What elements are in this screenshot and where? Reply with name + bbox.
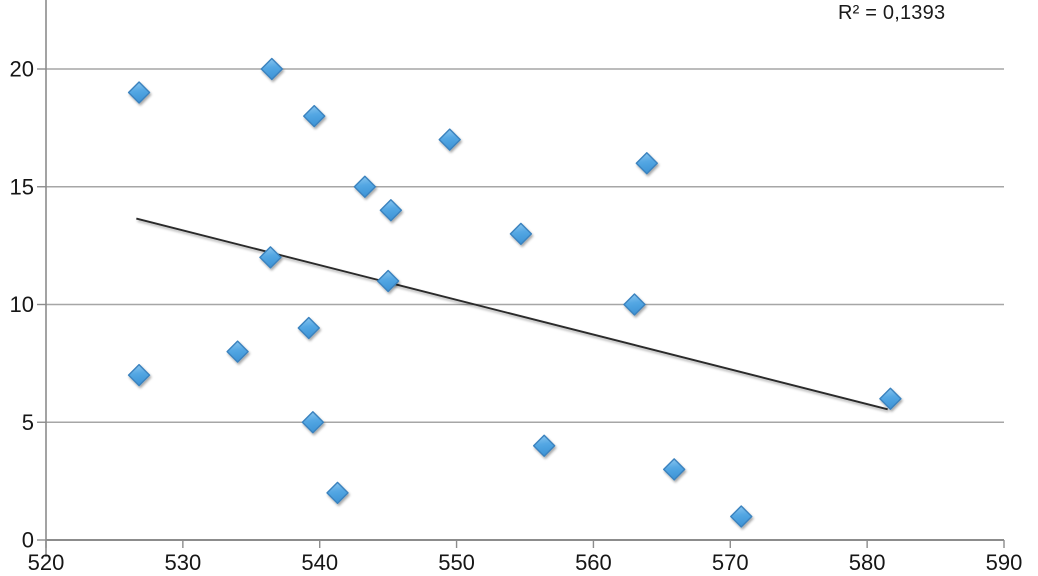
y-tick-label: 20 xyxy=(10,57,34,82)
x-tick-label: 520 xyxy=(28,550,65,575)
y-tick-label: 10 xyxy=(10,292,34,317)
data-point-marker xyxy=(260,57,284,81)
trendline xyxy=(136,217,888,411)
data-point-marker xyxy=(353,175,377,198)
x-tick-label: 530 xyxy=(164,550,201,575)
data-point-marker xyxy=(730,505,753,528)
data-point-marker xyxy=(532,434,556,457)
data-point-marker xyxy=(438,128,461,151)
data-point-marker xyxy=(662,458,686,481)
data-point-marker xyxy=(326,481,349,505)
data-point-marker xyxy=(303,104,326,128)
x-tick-label: 540 xyxy=(301,550,338,575)
x-tick-label: 590 xyxy=(986,550,1023,575)
data-point-marker xyxy=(259,246,282,269)
y-tick-label: 15 xyxy=(10,174,34,199)
data-point-marker xyxy=(879,387,902,410)
x-tick-label: 560 xyxy=(575,550,612,575)
data-point-marker xyxy=(127,81,151,104)
x-tick-label: 550 xyxy=(438,550,475,575)
data-point-marker xyxy=(623,293,646,316)
data-point-marker xyxy=(127,363,151,387)
data-point-marker xyxy=(509,222,533,246)
x-tick-label: 580 xyxy=(849,550,886,575)
data-point-marker xyxy=(297,316,320,340)
x-tick-label: 570 xyxy=(712,550,749,575)
r-squared-label: R² = 0,1393 xyxy=(838,2,946,24)
y-tick-label: 5 xyxy=(22,410,34,435)
data-point-marker xyxy=(379,199,403,222)
data-point-marker xyxy=(635,152,659,175)
data-point-marker xyxy=(301,411,325,434)
y-tick-label: 0 xyxy=(22,528,34,553)
data-point-marker xyxy=(226,340,249,363)
data-point-marker xyxy=(376,269,400,293)
